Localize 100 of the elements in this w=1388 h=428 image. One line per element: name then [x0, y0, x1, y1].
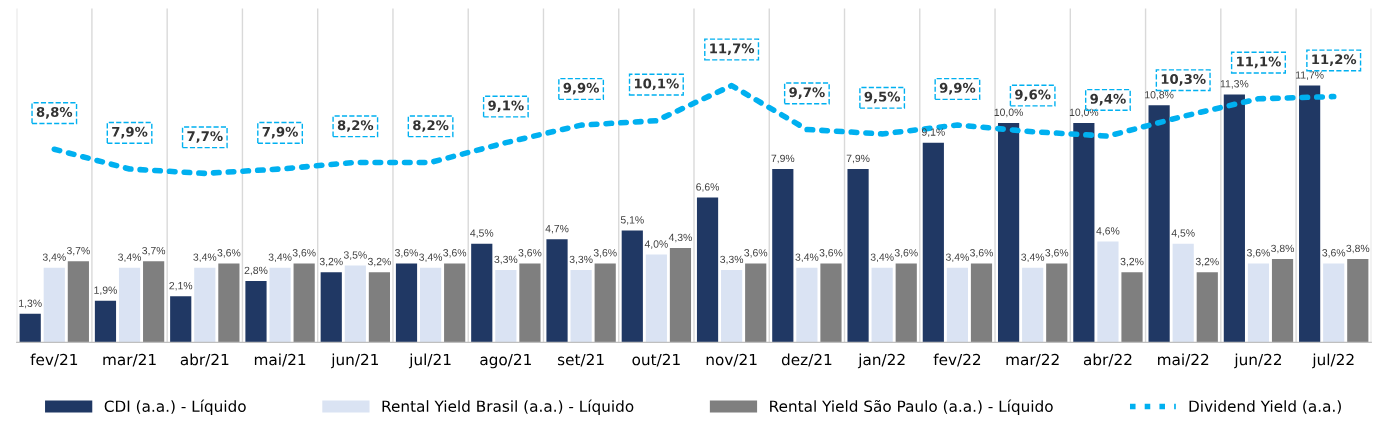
legend-label: CDI (a.a.) - Líquido: [104, 399, 246, 415]
data-label: 9,1%: [921, 128, 945, 137]
data-label: 3,6%: [894, 249, 918, 258]
bar: [218, 263, 240, 343]
data-label: 3,4%: [419, 253, 443, 263]
bar: [1073, 122, 1095, 343]
data-label: 3,6%: [1322, 249, 1346, 258]
bar: [922, 142, 944, 343]
x-tick-label: jun/22: [1234, 353, 1282, 369]
data-label: 3,4%: [268, 253, 292, 263]
data-label: 2,1%: [169, 282, 193, 291]
data-label: 1,9%: [94, 286, 117, 295]
bar: [570, 269, 592, 343]
data-label: 9,1%: [488, 100, 524, 113]
bar: [444, 263, 466, 343]
bar: [1299, 85, 1321, 343]
bar: [1271, 258, 1294, 343]
data-label: 2,8%: [244, 266, 268, 276]
data-label: 10,8%: [1145, 91, 1174, 100]
data-label: 9,5%: [864, 91, 901, 104]
data-label: 3,6%: [970, 249, 993, 258]
data-label: 10,1%: [634, 78, 679, 91]
x-tick-label: jul/22: [1312, 353, 1354, 369]
data-label: 3,2%: [1120, 257, 1144, 267]
data-label: 7,7%: [187, 131, 223, 143]
data-label: 3,2%: [1195, 257, 1219, 267]
data-label: 3,6%: [593, 249, 617, 258]
x-tick-label: mar/22: [1006, 353, 1059, 367]
bar: [820, 263, 842, 343]
bar: [1323, 263, 1345, 343]
x-tick-label: mar/21: [103, 353, 156, 367]
data-label: 3,6%: [1246, 249, 1270, 258]
data-label: 3,2%: [367, 257, 391, 267]
data-label: 3,3%: [720, 255, 744, 265]
bar: [645, 254, 667, 343]
bar: [43, 267, 65, 343]
bar: [847, 169, 869, 343]
data-label: 3,4%: [42, 253, 66, 263]
data-label: 3,3%: [494, 255, 518, 265]
data-label: 3,6%: [744, 249, 768, 258]
bar: [546, 239, 568, 343]
data-label: 3,4%: [870, 253, 894, 263]
bar: [368, 272, 391, 343]
bar: [143, 261, 165, 343]
bar: [170, 296, 192, 343]
data-label: 7,9%: [262, 126, 298, 139]
data-label: 3,3%: [569, 255, 593, 265]
bar: [1097, 241, 1119, 343]
bar: [1022, 267, 1044, 343]
data-label: 8,2%: [413, 120, 449, 132]
data-label: 4,3%: [668, 233, 692, 243]
data-label: 3,6%: [518, 249, 542, 258]
data-label: 11,7%: [710, 43, 755, 55]
x-tick-label: mai/22: [1158, 353, 1209, 367]
x-tick-label: mai/21: [254, 353, 306, 367]
data-label: 3,4%: [1021, 253, 1045, 263]
data-label: 3,6%: [819, 249, 843, 258]
data-label: 8,2%: [337, 120, 374, 132]
bar: [471, 243, 493, 343]
data-label: 3,4%: [945, 253, 969, 263]
bar: [1046, 263, 1068, 343]
bar: [1121, 272, 1143, 343]
data-label: 9,7%: [789, 87, 825, 99]
data-label: 11,7%: [1296, 71, 1324, 80]
data-label: 11,1%: [1237, 56, 1281, 69]
bar: [344, 265, 366, 343]
legend-label: Dividend Yield (a.a.): [1189, 400, 1341, 414]
bar: [1148, 105, 1170, 343]
x-tick-label: out/21: [632, 353, 680, 367]
bar: [495, 269, 517, 343]
bar: [293, 263, 315, 343]
legend-label: Rental Yield São Paulo (a.a.) - Líquido: [770, 399, 1053, 415]
bar: [696, 197, 719, 343]
bar: [669, 248, 692, 343]
data-label: 11,3%: [1220, 80, 1249, 89]
bar: [621, 230, 643, 343]
bar: [19, 313, 41, 343]
bar: [519, 263, 541, 343]
data-label: 3,5%: [343, 251, 367, 260]
bar: [67, 261, 89, 343]
bar: [796, 267, 818, 343]
bar: [946, 267, 969, 343]
bar: [594, 263, 616, 343]
data-label: 3,6%: [395, 249, 419, 258]
data-label: 11,2%: [1312, 54, 1357, 66]
bar: [970, 263, 993, 343]
data-label: 3,6%: [1045, 249, 1069, 258]
bar: [1223, 94, 1245, 343]
data-label: 10,3%: [1161, 74, 1206, 86]
bar: [94, 300, 117, 343]
x-tick-label: dez/21: [781, 353, 832, 367]
bar: [320, 272, 342, 343]
data-label: 4,5%: [1171, 229, 1195, 238]
bar: [1347, 258, 1369, 343]
data-label: 3,4%: [118, 253, 142, 263]
data-label: 3,2%: [319, 257, 343, 267]
bar: [419, 267, 442, 343]
data-label: 3,6%: [292, 249, 316, 258]
data-label: 9,4%: [1090, 93, 1126, 106]
data-label: 7,9%: [846, 154, 870, 164]
